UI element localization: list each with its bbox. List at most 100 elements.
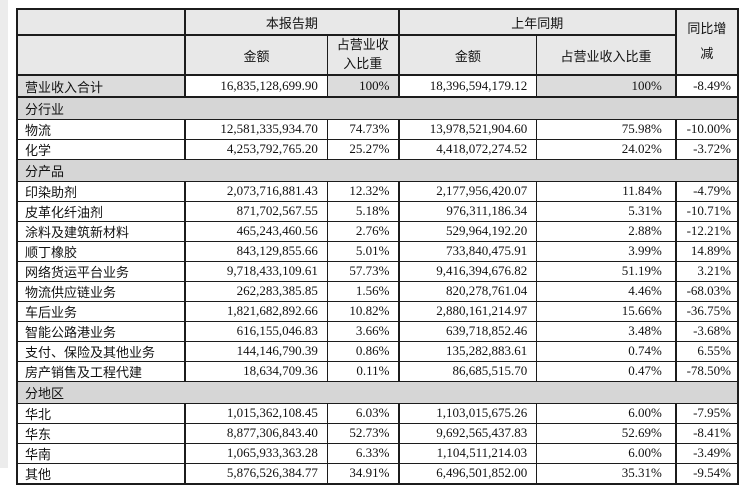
section-divider-row: 分地区 xyxy=(16,380,739,404)
amount-prior-header: 金额 xyxy=(398,34,538,76)
ratio-current-period: 100% xyxy=(326,74,400,98)
ratio-prior-period: 6.00% xyxy=(536,402,677,424)
yoy-change: 14.89% xyxy=(675,240,739,262)
yoy-change: -3.72% xyxy=(675,138,739,160)
amount-prior-period: 976,311,186.34 xyxy=(398,200,538,222)
ratio-prior-period: 75.98% xyxy=(536,118,677,140)
amount-current-header: 金额 xyxy=(184,34,328,76)
prior-period-group-header: 上年同期 xyxy=(398,8,677,36)
ratio-current-period: 3.66% xyxy=(326,320,400,342)
ratio-current-period: 52.73% xyxy=(326,422,400,444)
amount-prior-period: 135,282,883.61 xyxy=(398,340,538,362)
yoy-change: -7.95% xyxy=(675,402,739,424)
row-label: 顺丁橡胶 xyxy=(16,240,187,262)
amount-current-period: 262,283,385.85 xyxy=(184,280,328,302)
amount-current-period: 1,821,682,892.66 xyxy=(184,300,328,322)
table-row: 华东 8,877,306,843.40 52.73% 9,692,565,437… xyxy=(16,422,739,444)
yoy-change: -36.75% xyxy=(675,300,739,322)
amount-current-period: 843,129,855.66 xyxy=(184,240,328,262)
ratio-current-period: 25.27% xyxy=(326,138,400,160)
header-row-groups: 本报告期 上年同期 同比增减 xyxy=(16,8,739,76)
yoy-change: -4.79% xyxy=(675,180,739,202)
ratio-current-period: 5.18% xyxy=(326,200,400,222)
row-label: 涂料及建筑新材料 xyxy=(16,220,187,242)
amount-prior-period: 1,103,015,675.26 xyxy=(398,402,538,424)
ratio-prior-period: 35.31% xyxy=(536,462,677,484)
amount-current-period: 1,065,933,363.28 xyxy=(184,442,328,464)
amount-current-period: 16,835,128,699.90 xyxy=(184,74,328,98)
yoy-change: -10.00% xyxy=(675,118,739,140)
row-label: 房产销售及工程代建 xyxy=(16,360,187,382)
ratio-current-period: 5.01% xyxy=(326,240,400,262)
section-header: 分产品 xyxy=(16,158,739,182)
row-label: 网络货运平台业务 xyxy=(16,260,187,282)
row-label: 化学 xyxy=(16,138,187,160)
amount-prior-period: 9,692,565,437.83 xyxy=(398,422,538,444)
ratio-current-header: 占营业收入比重 xyxy=(326,34,400,76)
amount-prior-period: 9,416,394,676.82 xyxy=(398,260,538,282)
ratio-prior-period: 6.00% xyxy=(536,442,677,464)
row-label: 华北 xyxy=(16,402,187,424)
ratio-prior-period: 24.02% xyxy=(536,138,677,160)
table-row: 华北 1,015,362,108.45 6.03% 1,103,015,675.… xyxy=(16,402,739,424)
amount-current-period: 871,702,567.55 xyxy=(184,200,328,222)
yoy-change-header: 同比增减 xyxy=(675,8,739,76)
table-row: 车后业务 1,821,682,892.66 10.82% 2,880,161,2… xyxy=(16,300,739,322)
ratio-current-period: 2.76% xyxy=(326,220,400,242)
yoy-change: -3.68% xyxy=(675,320,739,342)
ratio-current-period: 34.91% xyxy=(326,462,400,484)
table-row: 印染助剂 2,073,716,881.43 12.32% 2,177,956,4… xyxy=(16,180,739,202)
page-edge-shading xyxy=(0,0,8,468)
ratio-current-period: 74.73% xyxy=(326,118,400,140)
table-row: 皮革化纤油剂 871,702,567.55 5.18% 976,311,186.… xyxy=(16,200,739,222)
amount-prior-period: 529,964,192.20 xyxy=(398,220,538,242)
ratio-prior-period: 2.88% xyxy=(536,220,677,242)
amount-current-period: 8,877,306,843.40 xyxy=(184,422,328,444)
ratio-prior-period: 52.69% xyxy=(536,422,677,444)
ratio-prior-period: 11.84% xyxy=(536,180,677,202)
amount-current-period: 2,073,716,881.43 xyxy=(184,180,328,202)
ratio-prior-period: 3.48% xyxy=(536,320,677,342)
amount-current-period: 5,876,526,384.77 xyxy=(184,462,328,484)
yoy-change: -12.21% xyxy=(675,220,739,242)
table-row: 支付、保险及其他业务 144,146,790.39 0.86% 135,282,… xyxy=(16,340,739,362)
yoy-change: -3.49% xyxy=(675,442,739,464)
table-row: 智能公路港业务 616,155,046.83 3.66% 639,718,852… xyxy=(16,320,739,342)
ratio-prior-period: 15.66% xyxy=(536,300,677,322)
table-body: 营业收入合计 16,835,128,699.90 100% 18,396,594… xyxy=(16,74,739,484)
yoy-change: -78.50% xyxy=(675,360,739,382)
row-label: 印染助剂 xyxy=(16,180,187,202)
table-row: 营业收入合计 16,835,128,699.90 100% 18,396,594… xyxy=(16,74,739,98)
amount-current-period: 4,253,792,765.20 xyxy=(184,138,328,160)
row-label: 物流供应链业务 xyxy=(16,280,187,302)
ratio-current-period: 0.86% xyxy=(326,340,400,362)
amount-prior-period: 6,496,501,852.00 xyxy=(398,462,538,484)
amount-current-period: 1,015,362,108.45 xyxy=(184,402,328,424)
amount-prior-period: 820,278,761.04 xyxy=(398,280,538,302)
row-label: 支付、保险及其他业务 xyxy=(16,340,187,362)
ratio-current-period: 6.33% xyxy=(326,442,400,464)
row-label: 营业收入合计 xyxy=(16,74,187,98)
amount-prior-period: 13,978,521,904.60 xyxy=(398,118,538,140)
ratio-prior-header: 占营业收入比重 xyxy=(536,34,677,76)
amount-prior-period: 4,418,072,274.52 xyxy=(398,138,538,160)
section-divider-row: 分产品 xyxy=(16,158,739,182)
ratio-current-period: 12.32% xyxy=(326,180,400,202)
table-row: 化学 4,253,792,765.20 25.27% 4,418,072,274… xyxy=(16,138,739,160)
yoy-change: -9.54% xyxy=(675,462,739,484)
row-label: 物流 xyxy=(16,118,187,140)
amount-prior-period: 1,104,511,214.03 xyxy=(398,442,538,464)
section-divider-row: 分行业 xyxy=(16,96,739,120)
row-label: 智能公路港业务 xyxy=(16,320,187,342)
ratio-current-period: 0.11% xyxy=(326,360,400,382)
row-label: 车后业务 xyxy=(16,300,187,322)
table-row: 其他 5,876,526,384.77 34.91% 6,496,501,852… xyxy=(16,462,739,484)
yoy-change: 3.21% xyxy=(675,260,739,282)
yoy-change: -8.49% xyxy=(675,74,739,98)
ratio-current-period: 10.82% xyxy=(326,300,400,322)
row-label-subheader-blank xyxy=(16,34,187,76)
yoy-change: -68.03% xyxy=(675,280,739,302)
table-row: 物流供应链业务 262,283,385.85 1.56% 820,278,761… xyxy=(16,280,739,302)
row-label: 其他 xyxy=(16,462,187,484)
row-label: 皮革化纤油剂 xyxy=(16,200,187,222)
